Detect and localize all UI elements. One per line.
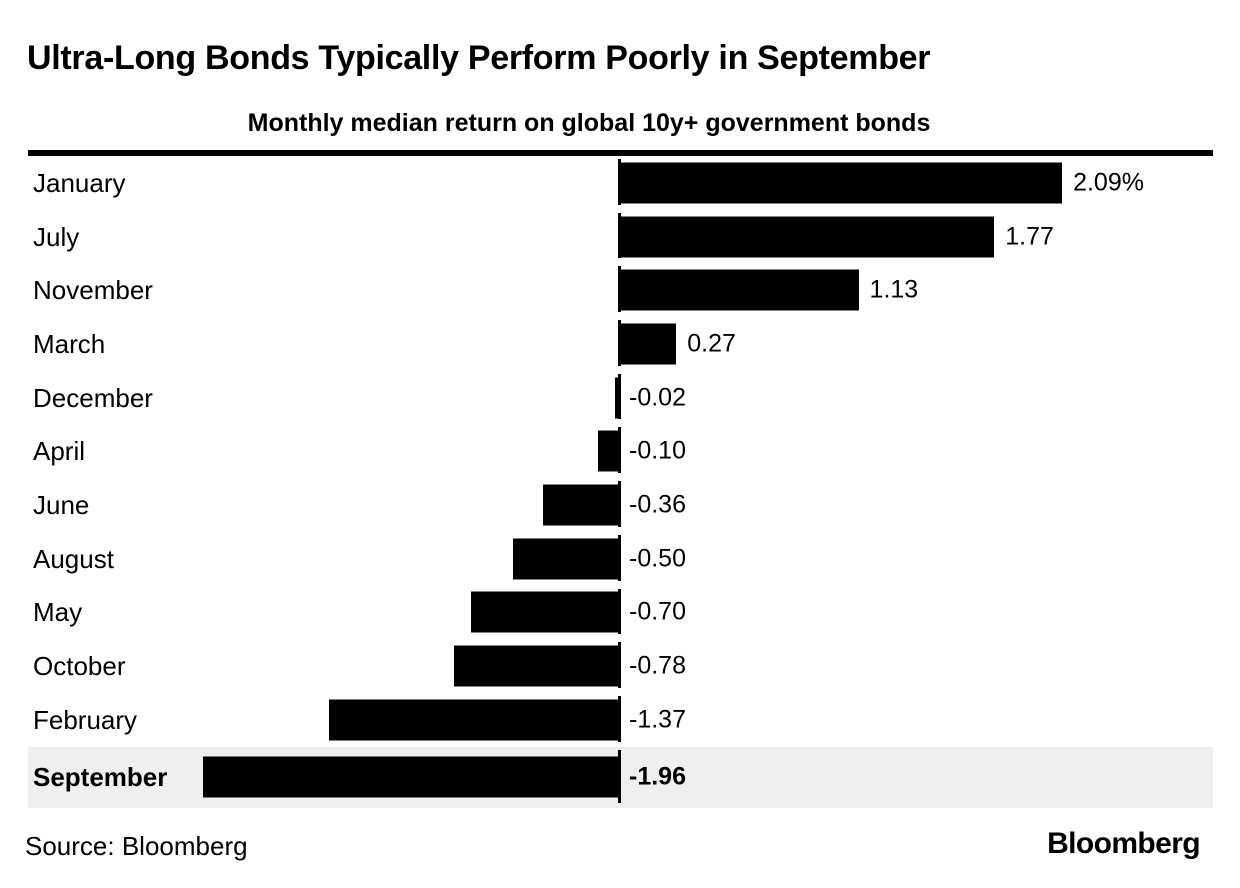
chart-subtitle: Monthly median return on global 10y+ gov… (247, 109, 931, 137)
chart-row: December -0.02 (28, 371, 1213, 425)
chart-row: August -0.50 (28, 532, 1213, 586)
chart-row: September -1.96 (28, 746, 1213, 808)
zero-axis-segment (617, 534, 621, 581)
category-label: March (33, 328, 106, 359)
category-label: August (33, 543, 114, 574)
chart-row: October -0.78 (28, 639, 1213, 693)
chart-row: July 1.77 (28, 210, 1213, 264)
value-label: -0.70 (629, 597, 686, 626)
zero-axis-segment (617, 695, 621, 742)
category-label: May (33, 597, 83, 628)
value-label: 0.27 (687, 329, 736, 358)
value-label: -0.36 (629, 490, 686, 519)
bar (470, 591, 619, 633)
bar (328, 699, 619, 741)
bar (453, 645, 619, 687)
value-label: 1.77 (1005, 222, 1054, 251)
chart-rows: January 2.09% July 1.77 November 1.13 March 0.2… (28, 156, 1213, 808)
category-label: October (33, 651, 126, 682)
bar (619, 216, 995, 258)
category-label: February (33, 704, 138, 735)
chart-row: April -0.10 (28, 424, 1213, 478)
bar (542, 484, 619, 526)
value-label: 2.09% (1073, 168, 1144, 197)
chart-row: February -1.37 (28, 693, 1213, 747)
source-text: Source: Bloomberg (25, 831, 248, 861)
bar (513, 538, 619, 580)
category-label: January (33, 167, 126, 198)
chart-row: June -0.36 (28, 478, 1213, 532)
value-label: -0.02 (629, 383, 686, 412)
bar (614, 377, 619, 419)
chart-row: January 2.09% (28, 156, 1213, 210)
value-label: -0.50 (629, 544, 686, 573)
bar (619, 269, 859, 311)
top-rule (28, 150, 1213, 156)
category-label: December (33, 382, 153, 413)
bar (619, 323, 677, 365)
zero-axis-segment (617, 588, 621, 635)
category-label: April (33, 436, 86, 467)
zero-axis-segment (617, 373, 621, 420)
bar (203, 756, 619, 798)
value-label: 1.13 (869, 275, 919, 304)
bar (619, 162, 1063, 204)
value-label: -0.78 (629, 651, 686, 680)
chart-row: November 1.13 (28, 263, 1213, 317)
category-label: June (33, 489, 90, 520)
zero-axis-segment (617, 427, 621, 474)
zero-axis-segment (617, 481, 621, 527)
value-label: -1.96 (629, 762, 686, 791)
value-label: -0.10 (629, 436, 686, 465)
chart-title: Ultra-Long Bonds Typically Perform Poorl… (27, 39, 931, 77)
bar (597, 430, 619, 472)
zero-axis-segment (617, 749, 621, 803)
category-label: November (33, 275, 153, 306)
zero-axis-segment (617, 642, 621, 688)
chart-row: May -0.70 (28, 586, 1213, 640)
value-label: -1.37 (629, 705, 686, 734)
bloomberg-logo: Bloomberg (1047, 827, 1201, 860)
category-label: September (33, 762, 168, 793)
category-label: July (33, 221, 80, 252)
chart-row: March 0.27 (28, 317, 1213, 371)
